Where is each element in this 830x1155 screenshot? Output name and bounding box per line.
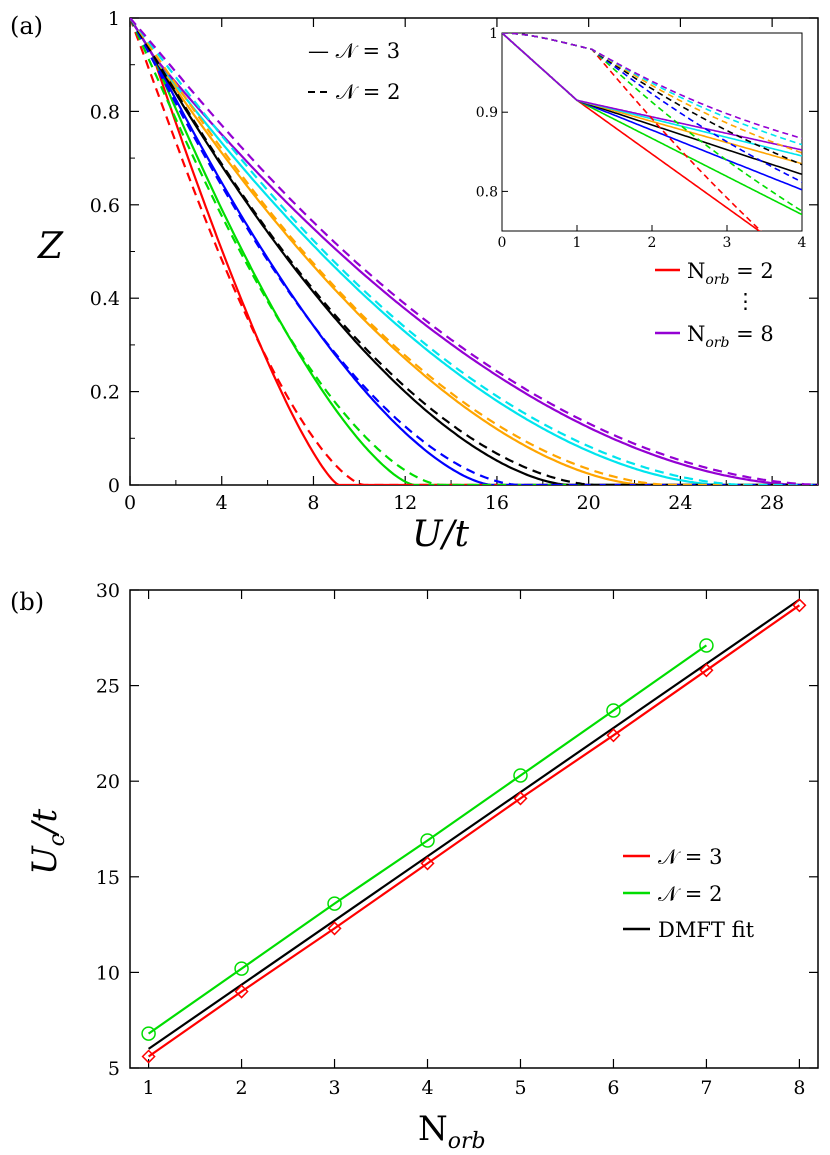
b-point-diamond bbox=[234, 984, 249, 999]
panel-a-label: (a) bbox=[10, 12, 43, 40]
b-ytick-label: 5 bbox=[108, 1058, 120, 1080]
z-curve-norb4-solid bbox=[130, 18, 818, 485]
inset-frame bbox=[501, 32, 803, 232]
xtick-label: 8 bbox=[307, 492, 319, 514]
b-point-diamond bbox=[792, 598, 807, 613]
inset-curve-norb8-solid bbox=[502, 33, 802, 151]
panel-b-ylabel: Uc/t bbox=[25, 809, 70, 875]
inset-ticks: 0 1 2 3 4 0.8 0.9 1 bbox=[476, 26, 807, 251]
legend-b-fit-label: DMFT fit bbox=[658, 918, 755, 942]
z-curve-norb8-solid bbox=[130, 18, 818, 485]
b-point-circle bbox=[699, 638, 714, 653]
xtick-label: 28 bbox=[760, 492, 784, 514]
b-xtick-label: 5 bbox=[514, 1077, 526, 1099]
b-xtick-label: 6 bbox=[607, 1077, 619, 1099]
xtick-label: 12 bbox=[393, 492, 417, 514]
b-point-diamond bbox=[513, 791, 528, 806]
b-line-none bbox=[147, 598, 801, 1050]
z-curve-norb7-solid bbox=[130, 18, 818, 485]
xtick-label: 24 bbox=[668, 492, 692, 514]
b-point-diamond bbox=[606, 728, 621, 743]
legend-solid-label: — 𝒩 = 3 bbox=[308, 39, 400, 63]
b-line-circle bbox=[147, 644, 708, 1035]
z-curve-norb6-solid bbox=[130, 18, 818, 485]
inset-curve-norb8-dashed bbox=[502, 33, 802, 140]
z-curve-norb6-dashed bbox=[130, 18, 818, 485]
legend-norb2-label: Norb = 2 bbox=[687, 259, 774, 288]
xtick-label: 20 bbox=[577, 492, 601, 514]
legend-dashed-label: 𝒩 = 2 bbox=[336, 80, 400, 104]
b-point-circle bbox=[606, 703, 621, 718]
inset-xtick-label: 1 bbox=[573, 235, 582, 251]
z-curve-norb2-dashed bbox=[130, 18, 818, 485]
b-ytick-label: 25 bbox=[96, 676, 120, 698]
panel-b-label: (b) bbox=[10, 588, 44, 616]
b-point-diamond bbox=[420, 856, 435, 871]
ytick-label: 0.6 bbox=[90, 195, 120, 217]
b-point-circle bbox=[420, 833, 435, 848]
b-point-diamond bbox=[141, 1049, 156, 1064]
panel-a-color-legend: Norb = 2 ⋮ Norb = 8 bbox=[655, 259, 774, 351]
z-curve-norb3-solid bbox=[130, 18, 818, 485]
legend-b-n2-label: 𝒩 = 2 bbox=[658, 882, 722, 906]
panel-b-series bbox=[141, 598, 807, 1064]
panel-b-legend: 𝒩 = 3 𝒩 = 2 DMFT fit bbox=[623, 845, 755, 942]
b-xtick-label: 8 bbox=[793, 1077, 805, 1099]
panel-a-series bbox=[130, 18, 818, 485]
ytick-label: 0.8 bbox=[90, 101, 120, 123]
z-curve-norb5-dashed bbox=[130, 18, 818, 485]
b-ytick-label: 30 bbox=[96, 580, 120, 602]
b-xtick-label: 7 bbox=[700, 1077, 712, 1099]
inset: 0 1 2 3 4 0.8 0.9 1 bbox=[476, 26, 807, 251]
b-ytick-label: 10 bbox=[96, 962, 120, 984]
xtick-label: 16 bbox=[485, 492, 509, 514]
b-point-diamond bbox=[327, 921, 342, 936]
b-point-circle bbox=[141, 1026, 156, 1041]
xtick-label: 4 bbox=[216, 492, 228, 514]
panel-a-ylabel: Z bbox=[37, 226, 64, 267]
inset-ytick-label: 1 bbox=[489, 26, 498, 42]
inset-series bbox=[502, 33, 802, 231]
b-ytick-label: 20 bbox=[96, 771, 120, 793]
inset-ytick-label: 0.8 bbox=[476, 184, 498, 200]
inset-xtick-label: 3 bbox=[723, 235, 732, 251]
ytick-label: 0.4 bbox=[90, 288, 120, 310]
inset-ytick-label: 0.9 bbox=[476, 105, 498, 121]
z-curve-norb2-solid bbox=[130, 18, 818, 485]
inset-xtick-label: 0 bbox=[498, 235, 507, 251]
legend-norb8-label: Norb = 8 bbox=[687, 322, 774, 351]
ytick-label: 1 bbox=[108, 8, 120, 30]
b-xtick-label: 4 bbox=[421, 1077, 433, 1099]
xtick-label: 0 bbox=[124, 492, 136, 514]
panel-a-xlabel: U/t bbox=[412, 514, 469, 555]
b-line-diamond bbox=[147, 604, 801, 1058]
panel-a-style-legend: — 𝒩 = 3 𝒩 = 2 bbox=[308, 39, 400, 104]
legend-b-n3-label: 𝒩 = 3 bbox=[658, 845, 722, 869]
b-point-diamond bbox=[699, 663, 714, 678]
inset-xtick-label: 2 bbox=[648, 235, 657, 251]
panel-b-ticks: 1 2 3 4 5 6 7 8 5 10 15 20 25 30 bbox=[96, 580, 818, 1099]
ytick-label: 0 bbox=[108, 475, 120, 497]
b-point-circle bbox=[327, 896, 342, 911]
ytick-label: 0.2 bbox=[90, 382, 120, 404]
z-curve-norb8-dashed bbox=[130, 18, 818, 485]
panel-b-frame bbox=[129, 589, 819, 1069]
b-xtick-label: 1 bbox=[143, 1077, 155, 1099]
panel-b-xlabel: Norb bbox=[418, 1109, 486, 1154]
legend-ellipsis: ⋮ bbox=[735, 289, 756, 313]
panel-b: (b) 1 2 3 4 5 6 7 8 5 10 15 20 25 30 Uc/t Norb 𝒩 = 3 … bbox=[10, 580, 819, 1154]
z-curve-norb4-dashed bbox=[130, 18, 818, 485]
b-point-circle bbox=[513, 768, 528, 783]
z-curve-norb7-dashed bbox=[130, 18, 818, 485]
inset-xtick-label: 4 bbox=[798, 235, 807, 251]
b-point-circle bbox=[234, 961, 249, 976]
b-xtick-label: 2 bbox=[236, 1077, 248, 1099]
b-ytick-label: 15 bbox=[96, 867, 120, 889]
b-xtick-label: 3 bbox=[328, 1077, 340, 1099]
